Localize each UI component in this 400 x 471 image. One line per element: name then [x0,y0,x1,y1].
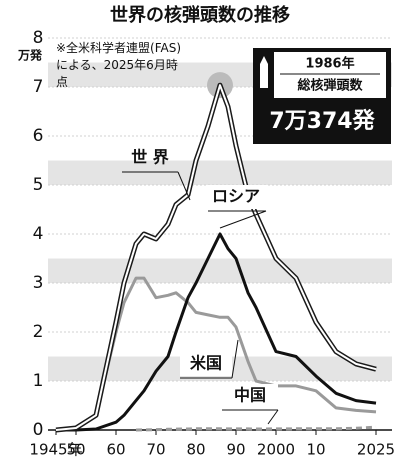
y-tick-label: 0 [33,420,44,440]
legend-label: 米国 [190,354,222,373]
x-tick-label: 10 [306,441,325,459]
series-line [56,232,377,432]
y-tick-label: 5 [33,175,44,195]
legend-label: 中国 [234,386,266,405]
x-tick-label: 60 [106,441,125,459]
legend-label: ロシア [212,187,260,206]
series-label-leader [231,339,239,379]
series-line [55,276,377,432]
annotation-value: 7万374発 [269,109,375,134]
y-tick-label: 2 [33,322,44,342]
series-label-bg [222,384,278,408]
note-box: ※全米科学者連盟(FAS)による、2025年6月時点 [56,41,182,89]
series-line [135,425,377,432]
y-tick-label: 1 [33,371,44,391]
series-label-bg [208,185,266,209]
x-tick-label: 80 [186,441,205,459]
grid-band [48,258,392,283]
x-tick-label: 90 [226,441,245,459]
annotation-year: 1986年 [305,56,354,72]
x-tick-label: 70 [146,441,165,459]
y-tick-label: 6 [33,126,44,146]
grid-band [48,160,392,185]
x-tick-label: 2025 [357,441,395,459]
annotation-inner [274,52,386,98]
y-tick-label: 4 [33,224,44,244]
legend-label: 世 界 [131,148,169,167]
y-tick-label: 3 [33,273,44,293]
x-tick-label: 50 [66,441,85,459]
series-label-leader [219,210,267,229]
y-tick-label: 8 [33,28,44,48]
missile-icon [260,56,268,88]
y-unit: 万発 [17,48,43,63]
series-label-bg [180,352,232,376]
annotation-label: 総核弾頭数 [297,78,363,94]
y-tick-label: 7 [33,77,44,97]
chart-title: 世界の核弾頭数の推移 [110,4,290,26]
note: ※全米科学者連盟(FAS)による、2025年6月時点 [56,41,182,89]
x-tick-label: 1945年 [29,441,82,459]
series-line-inner [55,84,377,431]
series-label-leader [177,171,191,201]
annotation: 1986年 総核弾頭数 7万374発 [253,48,391,144]
series-label-leader [267,409,279,425]
x-tick-label: 2000 [257,441,295,459]
